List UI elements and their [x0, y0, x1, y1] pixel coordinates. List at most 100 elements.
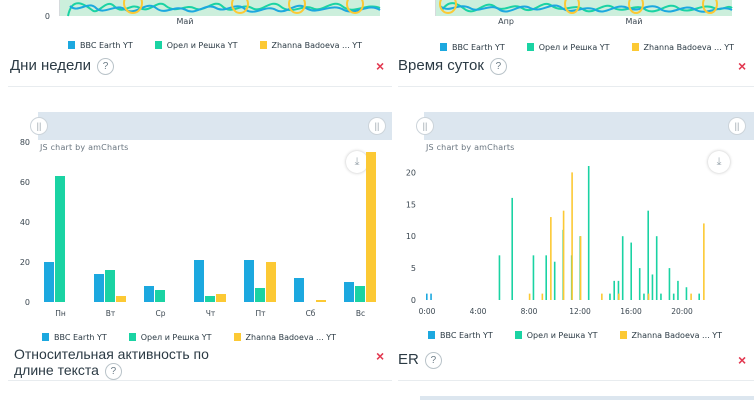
text-length-close-icon[interactable]: ×: [376, 348, 385, 364]
bar-bbc: [44, 262, 54, 302]
legend-swatch-zhanna: [233, 333, 241, 341]
legend-item-orel[interactable]: Орел и Решка YT: [128, 333, 212, 342]
right-column: Апр Май BBC Earth YT Орел и Решка YT Zhann…: [392, 0, 754, 400]
bar-orel: [621, 236, 624, 300]
x-tick-label: Чт: [206, 309, 216, 318]
bar-zhanna: [601, 293, 603, 300]
bar-zhanna: [216, 294, 226, 302]
x-tick-label: Пн: [55, 309, 66, 318]
legend-label-bbc: BBC Earth YT: [440, 331, 493, 340]
legend-item-bbc[interactable]: BBC Earth YT: [428, 331, 493, 340]
legend-label-zhanna: Zhanna Badoeva ... YT: [631, 331, 722, 340]
bar-orel: [255, 288, 265, 302]
legend-top-left: BBC Earth YT Орел и Решка YT Zhanna Badoev…: [68, 41, 384, 50]
bar-zhanna: [316, 300, 326, 302]
bar-orel: [205, 296, 215, 302]
bar-orel: [609, 293, 611, 300]
bar-zhanna: [562, 210, 565, 300]
legend-swatch-zhanna: [259, 41, 267, 49]
timeline-left-series: [67, 0, 381, 17]
legend-label-bbc: BBC Earth YT: [452, 43, 505, 52]
download-icon[interactable]: ⤓: [708, 151, 730, 173]
weekday-close-icon[interactable]: ×: [376, 58, 385, 74]
bar-orel: [672, 293, 675, 300]
bar-zhanna: [541, 293, 544, 300]
bar-bbc: [294, 278, 304, 302]
legend-swatch-zhanna: [631, 43, 639, 51]
legend-swatch-orel: [128, 333, 136, 341]
bar-orel: [105, 270, 115, 302]
bar-orel: [553, 261, 556, 300]
legend-label-bbc: BBC Earth YT: [80, 41, 133, 50]
bar-bbc: [94, 274, 104, 302]
x-tick-label: Ср: [156, 309, 166, 318]
hour-chart-credit[interactable]: JS chart by amCharts: [426, 143, 515, 152]
bar-zhanna: [116, 296, 126, 302]
legend-label-zhanna: Zhanna Badoeva ... YT: [643, 43, 734, 52]
legend-weekday: BBC Earth YT Орел и Решка YT Zhanna Badoev…: [42, 333, 358, 342]
legend-item-bbc[interactable]: BBC Earth YT: [42, 333, 107, 342]
legend-item-orel[interactable]: Орел и Решка YT: [526, 43, 610, 52]
legend-item-zhanna[interactable]: Zhanna Badoeva ... YT: [259, 41, 362, 50]
legend-label-zhanna: Zhanna Badoeva ... YT: [245, 333, 336, 342]
x-tick-label: 16:00: [620, 307, 642, 316]
y-tick-label: 20: [406, 168, 416, 177]
legend-swatch-orel: [154, 41, 162, 49]
scrollbar-grip-right[interactable]: ||: [368, 117, 386, 135]
weekday-scrollbar[interactable]: || ||: [30, 112, 392, 140]
bar-bbc: [430, 293, 432, 300]
bar-orel: [155, 290, 165, 302]
bar-orel: [355, 286, 365, 302]
scrollbar-grip-right[interactable]: ||: [728, 117, 746, 135]
legend-item-bbc[interactable]: BBC Earth YT: [68, 41, 133, 50]
bar-zhanna: [266, 262, 276, 302]
legend-item-bbc[interactable]: BBC Earth YT: [440, 43, 505, 52]
y-tick-label: 80: [20, 138, 30, 147]
weekday-chart-credit[interactable]: JS chart by amCharts: [40, 143, 129, 152]
bar-orel: [617, 280, 620, 300]
legend-item-zhanna[interactable]: Zhanna Badoeva ... YT: [233, 333, 336, 342]
download-icon[interactable]: ⤓: [346, 151, 368, 173]
legend-item-zhanna[interactable]: Zhanna Badoeva ... YT: [619, 331, 722, 340]
x-tick-label: Пт: [255, 309, 266, 318]
legend-item-zhanna[interactable]: Zhanna Badoeva ... YT: [631, 43, 734, 52]
bar-bbc: [144, 286, 154, 302]
er-scrollbar[interactable]: [420, 396, 754, 400]
scrollbar-grip-left[interactable]: ||: [416, 117, 434, 135]
x-tick-label: Вс: [356, 309, 365, 318]
help-icon[interactable]: ?: [489, 57, 507, 75]
bar-orel: [668, 268, 671, 300]
bar-orel: [647, 210, 649, 300]
text-length-panel-header: Относительная активность по длине текста…: [14, 346, 209, 380]
x-tick-label: 8:00: [521, 307, 538, 316]
help-icon[interactable]: ?: [104, 362, 122, 380]
hour-scrollbar[interactable]: || ||: [416, 112, 754, 140]
divider: [8, 380, 392, 381]
y-tick-label: 15: [406, 200, 416, 209]
timeline-left-x-tick: Май: [176, 17, 193, 26]
hour-close-icon[interactable]: ×: [738, 58, 747, 74]
legend-item-orel[interactable]: Орел и Решка YT: [514, 331, 598, 340]
y-tick-label: 0: [25, 298, 30, 307]
help-icon[interactable]: ?: [97, 57, 115, 75]
er-close-icon[interactable]: ×: [738, 352, 747, 368]
bar-zhanna: [550, 217, 552, 300]
bar-zhanna: [579, 236, 582, 300]
hour-panel-title: Время суток: [398, 57, 484, 74]
scrollbar-grip-left[interactable]: ||: [30, 117, 48, 135]
x-tick-label: 0:00: [419, 307, 436, 316]
bar-bbc: [244, 260, 254, 302]
timeline-chart-right: Апр Май: [435, 0, 733, 26]
timeline-right-series: [439, 0, 733, 14]
legend-label-orel: Орел и Решка YT: [140, 333, 212, 342]
bar-orel: [545, 255, 547, 300]
bar-orel: [532, 255, 535, 300]
bar-zhanna: [647, 293, 650, 300]
legend-item-orel[interactable]: Орел и Решка YT: [154, 41, 238, 50]
legend-swatch-orel: [526, 43, 534, 51]
left-column: 0 Май BBC Earth YT Орел и Решка YT Zhanna …: [8, 0, 392, 381]
weekday-panel-title: Дни недели: [10, 57, 92, 74]
help-icon[interactable]: ?: [424, 351, 442, 369]
bar-bbc: [426, 293, 428, 300]
er-panel-title: ER: [398, 351, 419, 368]
